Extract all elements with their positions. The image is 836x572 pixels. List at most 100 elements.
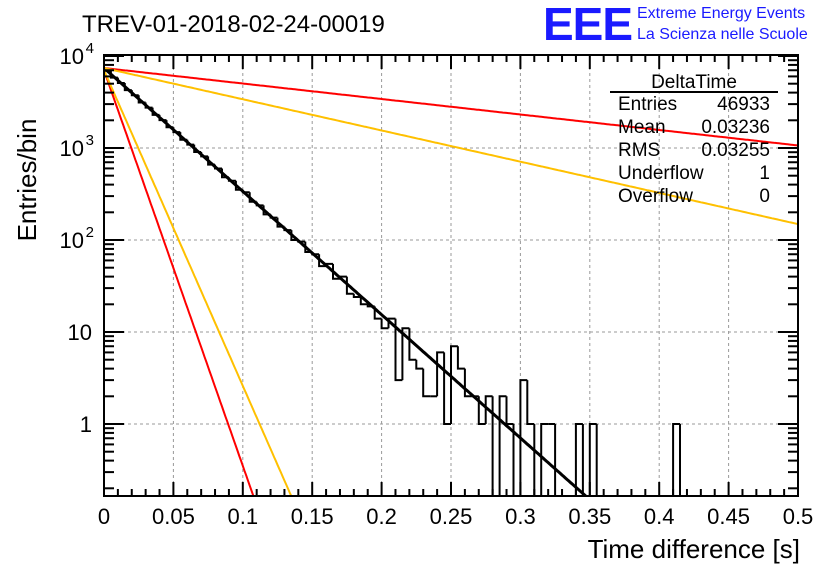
chart-title: TREV-01-2018-02-24-00019	[82, 11, 385, 38]
histogram-bin	[158, 114, 167, 122]
histogram-bin	[130, 90, 139, 97]
plot-frame	[103, 54, 799, 497]
histogram-bin	[436, 351, 445, 397]
histogram-bin	[311, 252, 320, 256]
histogram-bin	[227, 177, 236, 182]
stats-label: Entries	[618, 94, 677, 115]
y-tick-exponent: 3	[86, 132, 94, 149]
histogram-bin	[116, 77, 125, 84]
histogram-bin	[595, 424, 598, 496]
stats-value: 46933	[717, 94, 770, 115]
stats-value: 0.03255	[701, 140, 770, 161]
histogram-bin	[214, 164, 222, 170]
histogram-bin	[137, 95, 146, 104]
histogram-bin	[574, 423, 583, 496]
histogram-bin	[401, 327, 410, 381]
histogram-bin	[241, 189, 250, 194]
histogram-bin	[283, 226, 292, 232]
stats-value: 0	[759, 186, 770, 207]
histogram-bin	[380, 318, 389, 330]
histogram-bin	[387, 317, 396, 329]
histogram-bin	[207, 156, 215, 166]
y-tick-exponent: 4	[86, 40, 94, 57]
histogram-bin	[533, 424, 536, 496]
curve-yellow-shallow	[104, 67, 798, 226]
stats-label: Underflow	[618, 163, 704, 184]
histogram-bin	[484, 395, 493, 424]
histogram-bin	[151, 107, 160, 116]
histogram-bin	[540, 423, 549, 496]
histogram-bin	[366, 304, 375, 308]
histogram-bin	[345, 276, 354, 295]
histogram-bin	[234, 180, 243, 191]
x-tick-label: 0.35	[568, 504, 611, 529]
histogram-bin	[672, 423, 680, 496]
x-tick-label: 0.05	[152, 504, 195, 529]
x-tick-label: 0.25	[430, 504, 473, 529]
histogram-bin	[290, 230, 299, 241]
histogram-bin	[123, 83, 132, 92]
y-tick-label: 10	[60, 228, 84, 253]
x-tick-label: 0.1	[228, 504, 259, 529]
histogram-bin	[581, 424, 584, 496]
histogram-bin	[519, 379, 528, 496]
histogram-bin	[186, 139, 195, 146]
histogram-bin	[179, 132, 188, 141]
histogram-bin	[193, 144, 202, 153]
curve-yellow-steep	[104, 69, 293, 496]
y-tick-label: 10	[68, 320, 92, 345]
histogram-bin	[262, 205, 271, 216]
histogram-bin	[394, 318, 403, 382]
histogram-bin	[172, 127, 181, 134]
x-axis-labels: 0 0.05 0.1 0.15 0.2 0.25 0.3 0.35 0.4 0.45 0.5	[98, 504, 813, 529]
histogram-bin	[512, 424, 515, 496]
histogram-bin	[408, 328, 417, 361]
x-tick-label: 0	[98, 504, 110, 529]
histogram-bin	[491, 396, 494, 496]
y-tick-label: 1	[80, 412, 92, 437]
stats-value: 1	[759, 163, 770, 184]
x-tick-label: 0.15	[291, 504, 334, 529]
histogram-bin	[304, 241, 313, 253]
histogram-bin	[588, 423, 597, 496]
histogram-bin	[443, 352, 451, 425]
x-tick-label: 0.5	[783, 504, 814, 529]
histogram-bin	[276, 217, 285, 228]
logo-line1: Extreme Energy Events	[637, 5, 805, 22]
histogram-bin	[165, 120, 174, 129]
curve-red-steep	[104, 69, 255, 496]
histogram-bin	[248, 192, 257, 203]
histogram-bin	[505, 396, 514, 425]
x-tick-label: 0.4	[644, 504, 675, 529]
x-tick-label: 0.2	[366, 504, 397, 529]
y-tick-exponent: 2	[86, 224, 94, 241]
histogram-bin	[221, 168, 229, 179]
histogram-bin	[422, 368, 431, 398]
stats-label: Mean	[618, 117, 666, 138]
histogram-bin	[463, 368, 472, 398]
histogram-bin	[325, 262, 333, 267]
histogram-bin	[144, 102, 153, 109]
y-tick-label: 10	[60, 44, 84, 69]
histogram-bin	[526, 380, 535, 425]
axes-frame	[103, 54, 799, 497]
histogram-bin	[415, 359, 424, 370]
histogram-bin	[297, 240, 306, 243]
histogram-bin	[104, 69, 111, 496]
grid	[104, 55, 798, 496]
histogram-bin	[269, 214, 278, 219]
histogram-bin	[352, 293, 361, 298]
histogram-bin	[339, 275, 347, 279]
histogram-bin	[456, 346, 465, 370]
stats-label: RMS	[618, 140, 660, 161]
histogram-bin	[554, 424, 557, 496]
curve-red-shallow	[104, 67, 798, 147]
y-axis-title: Entries/bin	[12, 119, 42, 242]
histogram-bin	[200, 152, 209, 158]
histogram-bin	[477, 396, 486, 425]
logo-mark: EEE	[543, 0, 632, 50]
histogram-bin	[359, 297, 368, 306]
x-tick-label: 0.45	[707, 504, 750, 529]
